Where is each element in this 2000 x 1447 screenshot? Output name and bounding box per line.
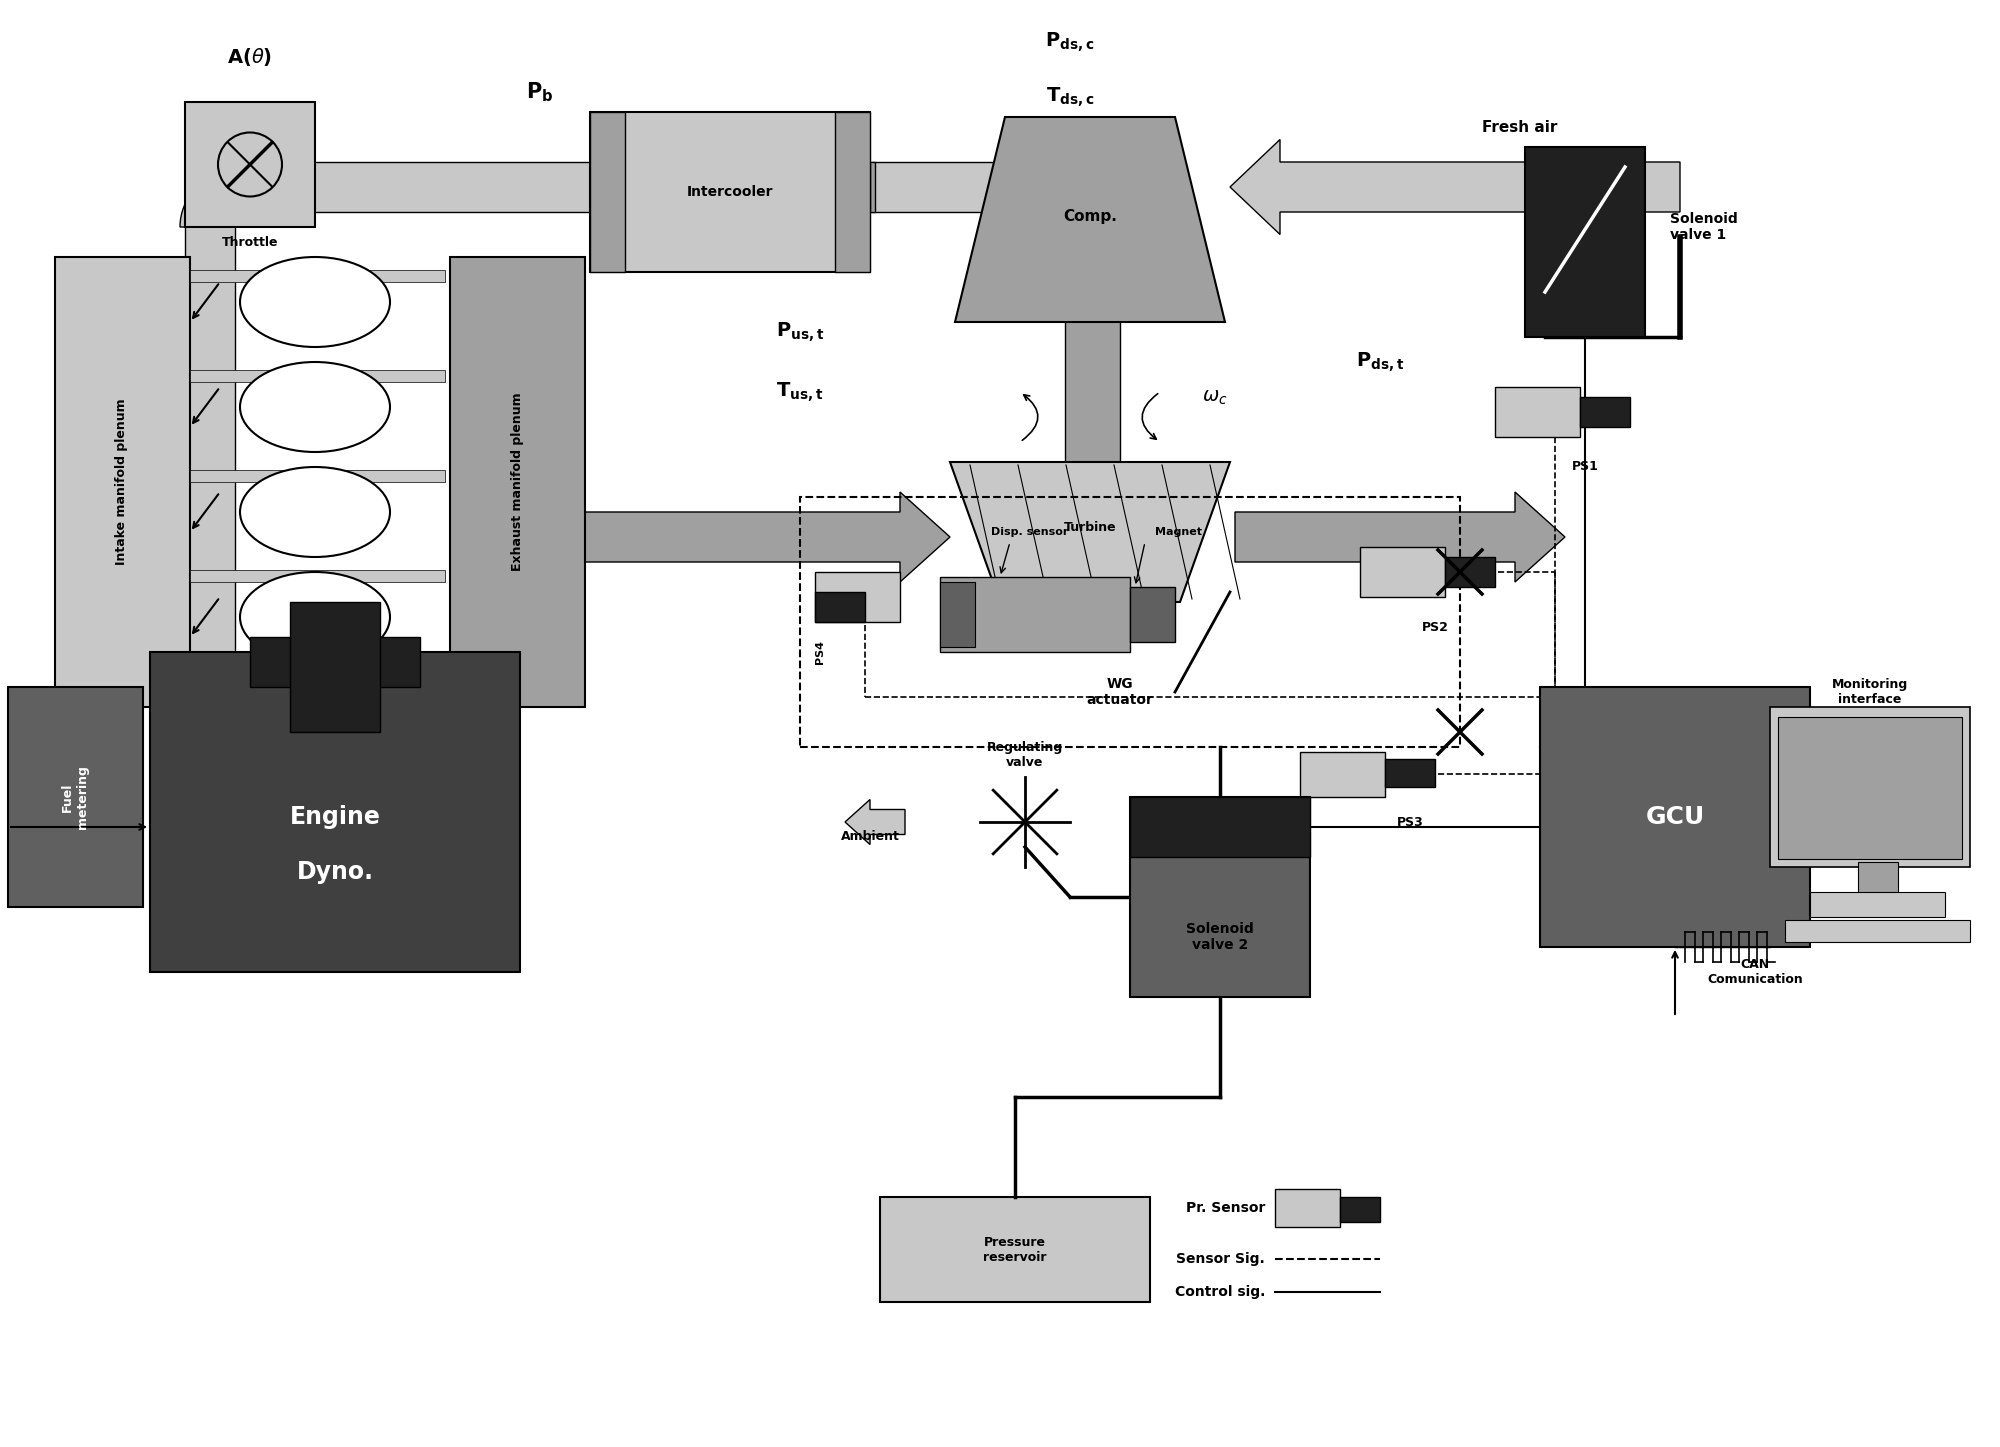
Text: PS4: PS4 — [816, 640, 824, 664]
Bar — [8, 687, 144, 907]
Bar — [184, 101, 316, 227]
Bar — [1300, 752, 1384, 797]
Bar — [184, 221, 236, 657]
Bar — [190, 271, 444, 282]
Bar — [940, 582, 976, 647]
Text: Control sig.: Control sig. — [1174, 1285, 1266, 1299]
Bar — [1810, 891, 1946, 917]
Bar — [1130, 797, 1310, 857]
Ellipse shape — [240, 362, 390, 451]
Bar — [1786, 920, 1970, 942]
Text: CAN
Comunication: CAN Comunication — [1708, 958, 1802, 985]
Bar — [1384, 760, 1436, 787]
Bar — [1276, 1189, 1340, 1227]
Bar — [190, 470, 444, 482]
Bar — [1444, 557, 1496, 587]
Text: $\mathbf{P_{us,t}}$: $\mathbf{P_{us,t}}$ — [776, 320, 824, 343]
Bar — [870, 162, 1064, 213]
Text: Pr. Sensor: Pr. Sensor — [1186, 1201, 1266, 1215]
Text: Dyno.: Dyno. — [296, 860, 374, 884]
FancyArrow shape — [1230, 139, 1680, 234]
Bar — [190, 570, 444, 582]
Text: Fuel
metering: Fuel metering — [60, 765, 88, 829]
Bar — [880, 1197, 1150, 1302]
Text: PS2: PS2 — [1422, 621, 1448, 634]
Ellipse shape — [240, 572, 390, 661]
FancyArrow shape — [1234, 492, 1564, 582]
Text: $\omega_c$: $\omega_c$ — [1202, 388, 1228, 407]
Text: Disp. sensor: Disp. sensor — [992, 527, 1068, 537]
Bar — [290, 602, 380, 732]
Bar — [236, 162, 590, 213]
Text: Monitoring
interface: Monitoring interface — [1832, 679, 1908, 706]
Polygon shape — [950, 462, 1230, 602]
Text: Ambient: Ambient — [842, 831, 900, 844]
Bar — [56, 258, 190, 708]
Text: PS1: PS1 — [1572, 460, 1598, 473]
Bar — [590, 111, 624, 272]
Text: $\mathbf{P_b}$: $\mathbf{P_b}$ — [526, 80, 554, 104]
Text: Engine: Engine — [290, 805, 380, 829]
Bar — [1580, 396, 1630, 427]
Bar — [1130, 587, 1176, 642]
Bar — [1064, 272, 1120, 496]
Text: $\mathbf{T_{ds,c}}$: $\mathbf{T_{ds,c}}$ — [1046, 85, 1094, 109]
Text: Solenoid
valve 2: Solenoid valve 2 — [1186, 922, 1254, 952]
Bar — [870, 162, 876, 213]
Ellipse shape — [240, 467, 390, 557]
Text: Regulating
valve: Regulating valve — [986, 741, 1064, 768]
Bar — [1770, 708, 1970, 867]
Bar — [1496, 386, 1580, 437]
Text: Magnet: Magnet — [1156, 527, 1202, 537]
Text: $\mathbf{P_{ds,c}}$: $\mathbf{P_{ds,c}}$ — [1046, 30, 1094, 54]
Text: Throttle: Throttle — [222, 236, 278, 249]
Bar — [1340, 1197, 1380, 1223]
Bar — [836, 111, 870, 272]
Bar — [1130, 797, 1310, 997]
Text: $\mathbf{T_{us,t}}$: $\mathbf{T_{us,t}}$ — [776, 381, 824, 404]
Bar — [800, 496, 1460, 747]
Text: WG
actuator: WG actuator — [1086, 677, 1154, 708]
Text: $\mathbf{P_{ds,t}}$: $\mathbf{P_{ds,t}}$ — [1356, 350, 1404, 373]
Text: Intercooler: Intercooler — [686, 185, 774, 200]
Bar — [1778, 718, 1962, 860]
Wedge shape — [180, 172, 236, 227]
Text: PS3: PS3 — [1396, 816, 1424, 829]
FancyArrow shape — [580, 492, 950, 582]
Bar — [1540, 687, 1810, 946]
Bar — [940, 577, 1130, 653]
Polygon shape — [956, 117, 1224, 323]
Bar — [250, 637, 420, 687]
Bar — [190, 370, 444, 382]
Bar — [816, 592, 864, 622]
Text: Intake manifold plenum: Intake manifold plenum — [116, 399, 128, 566]
Text: Solenoid
valve 1: Solenoid valve 1 — [1670, 211, 1738, 242]
Text: GCU: GCU — [1646, 805, 1704, 829]
Bar — [816, 572, 900, 622]
Text: Fresh air: Fresh air — [1482, 120, 1558, 135]
Bar — [184, 172, 236, 227]
Ellipse shape — [240, 258, 390, 347]
FancyArrow shape — [846, 800, 906, 845]
Bar — [1526, 148, 1644, 337]
Bar — [590, 111, 870, 272]
Text: Comp.: Comp. — [1064, 210, 1116, 224]
Text: Pressure
reservoir: Pressure reservoir — [984, 1236, 1046, 1265]
Text: Sensor Sig.: Sensor Sig. — [1176, 1252, 1266, 1266]
Bar — [450, 258, 584, 708]
Bar — [1858, 862, 1898, 897]
Bar — [190, 670, 444, 682]
Bar — [150, 653, 520, 972]
Bar — [1360, 547, 1444, 598]
Text: A($\theta$): A($\theta$) — [228, 46, 272, 68]
Text: Exhaust manifold plenum: Exhaust manifold plenum — [510, 392, 524, 572]
Text: Turbine: Turbine — [1064, 521, 1116, 534]
